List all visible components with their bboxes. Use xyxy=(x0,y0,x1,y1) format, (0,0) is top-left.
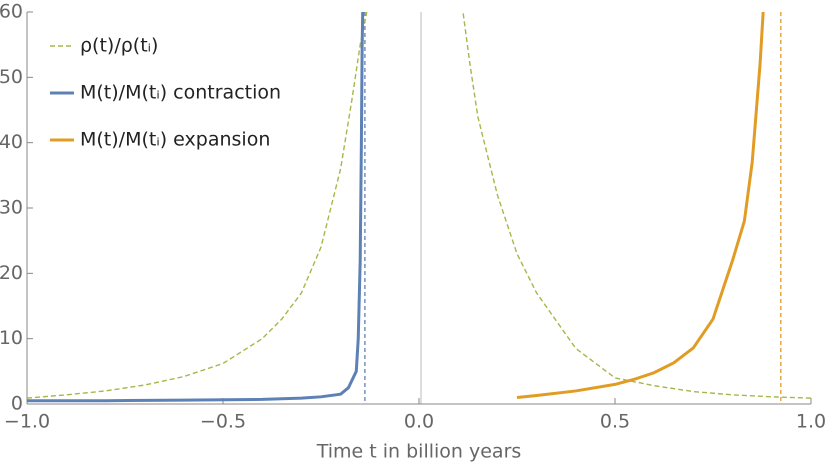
y-tick-label: 0 xyxy=(11,393,23,415)
y-tick-label: 60 xyxy=(0,1,23,23)
x-tick-label: −1.0 xyxy=(4,411,50,433)
x-tick-label: 0.0 xyxy=(404,411,434,433)
x-tick-label: 1.0 xyxy=(796,411,826,433)
legend-label: ρ(t)/ρ(tᵢ) xyxy=(80,35,158,57)
y-tick-label: 40 xyxy=(0,131,23,153)
y-tick-label: 50 xyxy=(0,66,23,88)
x-axis-label: Time t in billion years xyxy=(316,441,522,463)
legend-label: M(t)/M(tᵢ) expansion xyxy=(80,129,270,151)
y-tick-label: 20 xyxy=(0,262,23,284)
x-tick-label: −0.5 xyxy=(200,411,246,433)
y-tick-label: 10 xyxy=(0,327,23,349)
x-tick-label: 0.5 xyxy=(600,411,630,433)
series-line xyxy=(27,12,365,403)
y-tick-label: 30 xyxy=(0,197,23,219)
legend-label: M(t)/M(tᵢ) contraction xyxy=(80,82,281,104)
series-line xyxy=(27,12,811,399)
series-line xyxy=(516,12,765,399)
